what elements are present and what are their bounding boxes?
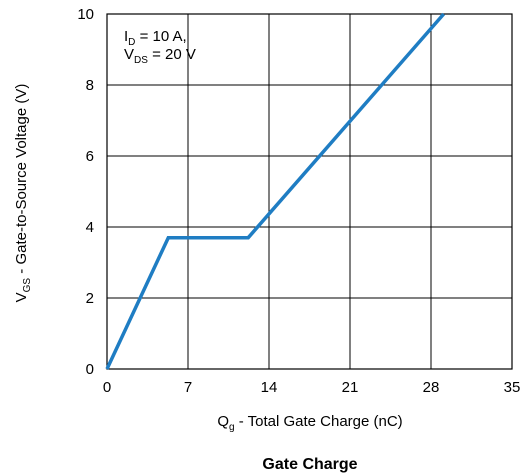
x-tick-label: 0 [103, 379, 111, 396]
x-tick-label: 14 [261, 379, 278, 396]
x-tick-label: 21 [342, 379, 359, 396]
x-axis-ticks: 0 7 14 21 28 35 [103, 379, 521, 396]
annotation-line-1: ID = 10 A, [124, 28, 187, 48]
gate-charge-series-line [105, 12, 446, 370]
y-axis-label: VGS - Gate-to-Source Voltage (V) [13, 84, 33, 303]
chart-title: Gate Charge [262, 456, 357, 473]
y-tick-label: 6 [86, 148, 94, 165]
plot-frame [106, 13, 513, 370]
y-tick-label: 0 [86, 361, 94, 378]
x-tick-label: 28 [423, 379, 440, 396]
y-axis-ticks: 0 2 4 6 8 10 [77, 6, 94, 378]
grid-lines [106, 13, 513, 370]
y-tick-label: 8 [86, 77, 94, 94]
y-tick-label: 2 [86, 290, 94, 307]
x-tick-label: 35 [504, 379, 521, 396]
x-tick-label: 7 [184, 379, 192, 396]
x-axis-label: Qg - Total Gate Charge (nC) [217, 413, 402, 433]
y-tick-label: 4 [86, 219, 94, 236]
y-tick-label: 10 [77, 6, 94, 23]
annotation-line-2: VDS = 20 V [124, 46, 196, 66]
